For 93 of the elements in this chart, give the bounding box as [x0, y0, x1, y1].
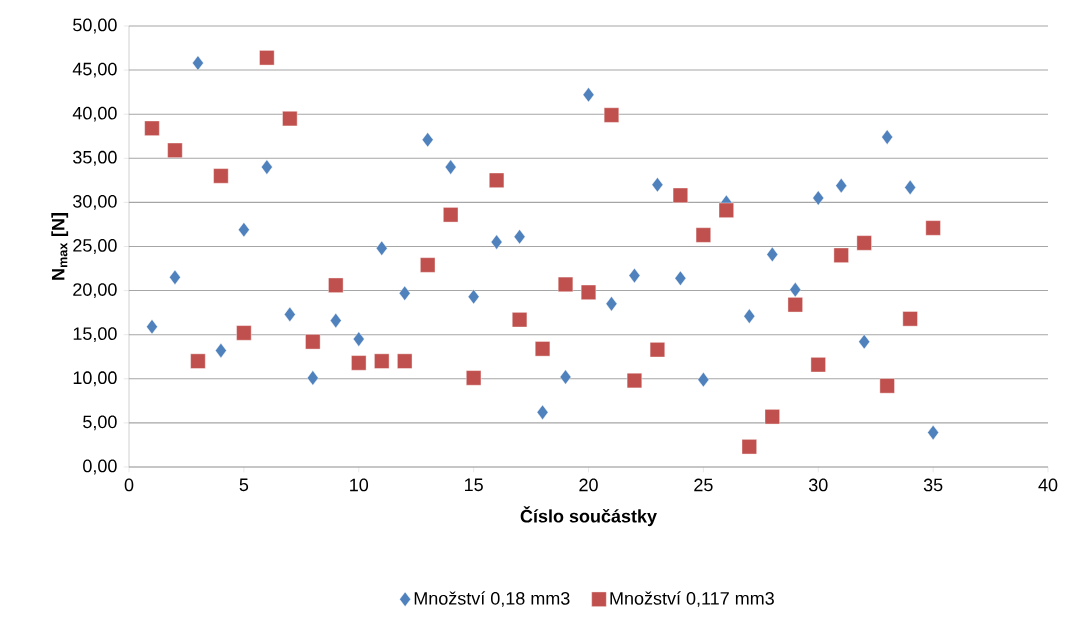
- point: [674, 270, 687, 286]
- point: [672, 187, 688, 203]
- legend-label: Množství 0,117 mm3: [610, 591, 774, 607]
- point: [328, 277, 344, 293]
- y-tick-label: 10,00: [73, 371, 117, 387]
- point: [558, 276, 574, 292]
- y-tick-label: 40,00: [72, 106, 117, 122]
- point: [305, 334, 321, 350]
- x-tick-label: 20: [579, 478, 598, 492]
- point: [628, 268, 641, 284]
- point: [284, 306, 296, 322]
- point: [651, 177, 664, 193]
- point: [535, 341, 551, 357]
- y-tick-label: 0,00: [83, 459, 117, 475]
- x-tick-label: 10: [350, 478, 369, 492]
- point: [330, 313, 342, 329]
- point: [833, 247, 849, 263]
- point: [374, 353, 390, 369]
- point: [649, 342, 665, 358]
- point: [580, 284, 597, 300]
- x-tick-label: 15: [465, 478, 483, 492]
- point: [190, 353, 206, 369]
- point: [467, 289, 480, 305]
- point: [421, 132, 434, 148]
- point: [490, 234, 503, 250]
- x-tick-label: 25: [694, 478, 713, 492]
- point: [858, 334, 870, 350]
- point: [766, 246, 778, 262]
- point: [420, 257, 436, 273]
- y-tick-label: 35,00: [73, 150, 117, 166]
- x-tick-label: 35: [923, 478, 943, 492]
- point: [902, 311, 918, 327]
- y-tick-label: 30,00: [73, 194, 117, 210]
- point: [376, 240, 388, 256]
- point: [810, 357, 826, 373]
- point: [764, 409, 780, 425]
- point: [718, 202, 734, 218]
- point: [213, 168, 229, 184]
- y-tick-label: 15,00: [73, 327, 117, 343]
- point: [261, 159, 273, 175]
- y-axis-title: N$_{max}$ [N]: [51, 213, 69, 280]
- point: [238, 222, 250, 238]
- point: [879, 378, 895, 394]
- point: [743, 308, 756, 324]
- legend-label: Množství 0,18 mm3: [414, 591, 570, 607]
- point: [559, 369, 572, 385]
- point: [236, 325, 252, 341]
- x-axis-title: Číslo součástky: [520, 506, 657, 527]
- point: [582, 87, 595, 103]
- point: [192, 55, 204, 71]
- point: [397, 353, 413, 369]
- point: [927, 425, 939, 441]
- point: [443, 207, 459, 223]
- point: [259, 50, 275, 66]
- point: [789, 282, 801, 298]
- point: [812, 190, 824, 206]
- point: [605, 296, 618, 312]
- point: [282, 111, 298, 127]
- point: [444, 159, 457, 175]
- point: [904, 179, 916, 195]
- point: [787, 297, 803, 313]
- y-tick-label: 50,00: [73, 18, 117, 34]
- x-tick-label: 40: [1038, 478, 1058, 492]
- x-tick-label: 30: [808, 478, 828, 492]
- point: [144, 120, 160, 136]
- point: [925, 220, 941, 236]
- point: [536, 404, 549, 420]
- point: [881, 129, 893, 145]
- point: [697, 372, 710, 388]
- point: [489, 172, 505, 188]
- y-tick-label: 45,00: [72, 62, 117, 78]
- point: [626, 373, 642, 389]
- point: [307, 370, 319, 386]
- point: [353, 331, 365, 347]
- y-tick-label: 5,00: [83, 415, 117, 431]
- point: [835, 178, 847, 194]
- point: [167, 142, 183, 158]
- x-tick-label: 5: [239, 478, 249, 492]
- point: [513, 229, 526, 245]
- y-tick-label: 25,00: [73, 239, 117, 254]
- point: [512, 312, 528, 328]
- x-tick-label: 0: [124, 478, 134, 492]
- point: [146, 319, 158, 335]
- point: [856, 235, 872, 251]
- point: [741, 439, 757, 455]
- point: [466, 370, 482, 386]
- point: [399, 285, 411, 301]
- point: [215, 343, 227, 359]
- point: [169, 269, 181, 285]
- point: [603, 107, 620, 123]
- point: [351, 355, 367, 371]
- point: [695, 227, 711, 243]
- y-tick-label: 20,00: [73, 283, 117, 299]
